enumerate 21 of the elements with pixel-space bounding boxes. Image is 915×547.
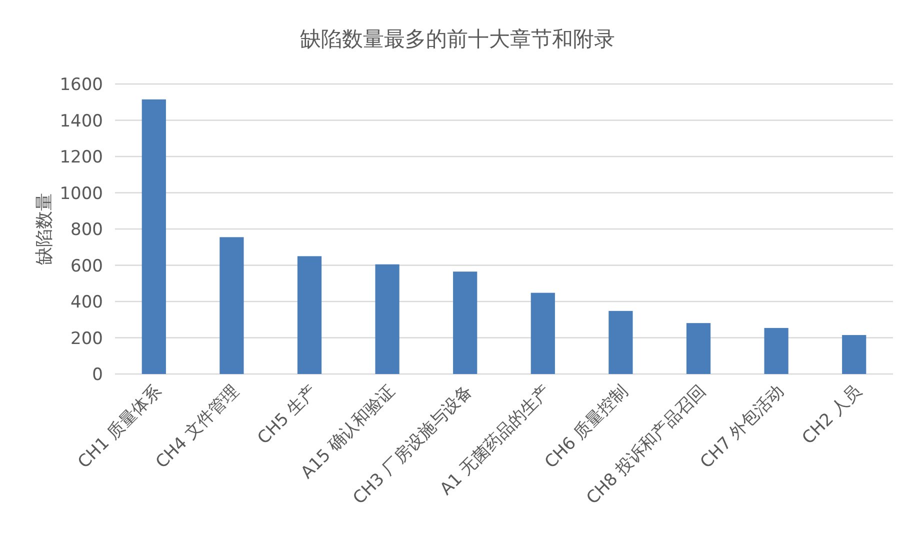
bar (608, 310, 633, 374)
y-tick-label: 400 (70, 292, 103, 312)
bar (297, 256, 322, 374)
y-tick-label: 0 (92, 365, 103, 385)
y-tick-label: 1600 (60, 75, 103, 95)
y-tick-label: 1000 (60, 184, 103, 204)
chart-title: 缺陷数量最多的前十大章节和附录 (300, 27, 615, 51)
y-tick-label: 800 (70, 220, 103, 240)
y-tick-label: 1400 (60, 111, 103, 132)
y-tick-label: 1200 (60, 148, 103, 168)
bar (764, 328, 788, 374)
bar (686, 323, 711, 374)
bar (375, 264, 400, 374)
bar (453, 272, 478, 374)
bar (530, 292, 555, 374)
bar (220, 237, 244, 374)
y-axis-title: 缺陷数量 (34, 193, 55, 265)
y-tick-label: 200 (70, 328, 103, 349)
y-tick-label: 600 (70, 256, 103, 276)
bar (842, 335, 866, 374)
bar (142, 99, 166, 374)
